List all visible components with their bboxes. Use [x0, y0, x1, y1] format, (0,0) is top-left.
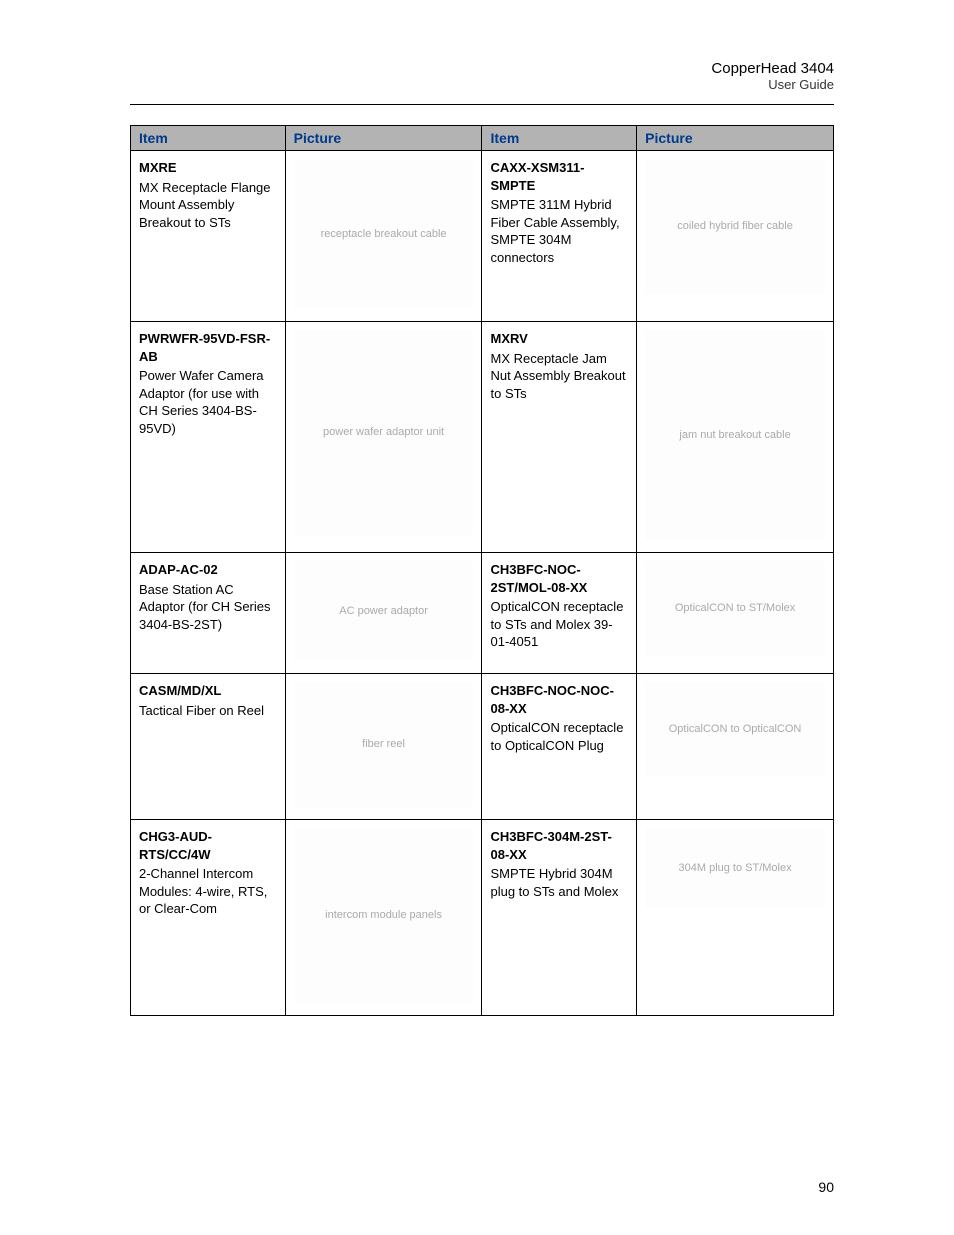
item-cell: MXRE MX Receptacle Flange Mount Assembly… [131, 151, 286, 322]
page-header: CopperHead 3404 User Guide [130, 60, 834, 92]
picture-cell: AC power adaptor [285, 553, 482, 674]
part-number: CH3BFC-NOC-2ST/MOL-08-XX [490, 561, 628, 596]
product-image: OpticalCON to OpticalCON [645, 682, 825, 777]
page-container: CopperHead 3404 User Guide Item Picture … [0, 0, 954, 1235]
product-image: 304M plug to ST/Molex [645, 828, 825, 908]
table-row: PWRWFR-95VD-FSR-AB Power Wafer Camera Ad… [131, 322, 834, 553]
product-image: power wafer adaptor unit [294, 330, 474, 535]
col-header-item-2: Item [482, 126, 637, 151]
table-row: CASM/MD/XL Tactical Fiber on Reel fiber … [131, 674, 834, 820]
picture-cell: fiber reel [285, 674, 482, 820]
product-image: coiled hybrid fiber cable [645, 159, 825, 294]
table-row: CHG3-AUD-RTS/CC/4W 2-Channel Intercom Mo… [131, 820, 834, 1016]
part-desc: Power Wafer Camera Adaptor (for use with… [139, 367, 277, 437]
item-cell: CAXX-XSM311-SMPTE SMPTE 311M Hybrid Fibe… [482, 151, 637, 322]
part-desc: OpticalCON receptacle to OpticalCON Plug [490, 719, 628, 754]
part-number: CAXX-XSM311-SMPTE [490, 159, 628, 194]
item-cell: CH3BFC-304M-2ST-08-XX SMPTE Hybrid 304M … [482, 820, 637, 1016]
part-desc: SMPTE Hybrid 304M plug to STs and Molex [490, 865, 628, 900]
part-number: CH3BFC-NOC-NOC-08-XX [490, 682, 628, 717]
picture-cell: receptacle breakout cable [285, 151, 482, 322]
picture-cell: jam nut breakout cable [637, 322, 834, 553]
picture-cell: intercom module panels [285, 820, 482, 1016]
picture-cell: 304M plug to ST/Molex [637, 820, 834, 1016]
part-number: PWRWFR-95VD-FSR-AB [139, 330, 277, 365]
part-desc: MX Receptacle Jam Nut Assembly Breakout … [490, 350, 628, 403]
product-image: AC power adaptor [294, 561, 474, 661]
product-image: fiber reel [294, 682, 474, 807]
item-cell: CHG3-AUD-RTS/CC/4W 2-Channel Intercom Mo… [131, 820, 286, 1016]
product-image: jam nut breakout cable [645, 330, 825, 540]
part-desc: Tactical Fiber on Reel [139, 702, 277, 720]
part-number: CHG3-AUD-RTS/CC/4W [139, 828, 277, 863]
item-cell: PWRWFR-95VD-FSR-AB Power Wafer Camera Ad… [131, 322, 286, 553]
product-image: receptacle breakout cable [294, 159, 474, 309]
col-header-picture-2: Picture [637, 126, 834, 151]
product-image: intercom module panels [294, 828, 474, 1003]
item-cell: CASM/MD/XL Tactical Fiber on Reel [131, 674, 286, 820]
table-row: MXRE MX Receptacle Flange Mount Assembly… [131, 151, 834, 322]
part-desc: MX Receptacle Flange Mount Assembly Brea… [139, 179, 277, 232]
part-number: CASM/MD/XL [139, 682, 277, 700]
col-header-picture-1: Picture [285, 126, 482, 151]
col-header-item-1: Item [131, 126, 286, 151]
item-cell: CH3BFC-NOC-NOC-08-XX OpticalCON receptac… [482, 674, 637, 820]
table-row: ADAP-AC-02 Base Station AC Adaptor (for … [131, 553, 834, 674]
product-image: OpticalCON to ST/Molex [645, 561, 825, 656]
item-cell: MXRV MX Receptacle Jam Nut Assembly Brea… [482, 322, 637, 553]
picture-cell: OpticalCON to ST/Molex [637, 553, 834, 674]
part-number: MXRV [490, 330, 628, 348]
part-desc: 2-Channel Intercom Modules: 4-wire, RTS,… [139, 865, 277, 918]
table-head: Item Picture Item Picture [131, 126, 834, 151]
part-number: ADAP-AC-02 [139, 561, 277, 579]
part-desc: OpticalCON receptacle to STs and Molex 3… [490, 598, 628, 651]
doc-title: CopperHead 3404 [130, 60, 834, 77]
doc-subtitle: User Guide [130, 77, 834, 92]
part-number: MXRE [139, 159, 277, 177]
picture-cell: coiled hybrid fiber cable [637, 151, 834, 322]
item-cell: ADAP-AC-02 Base Station AC Adaptor (for … [131, 553, 286, 674]
part-number: CH3BFC-304M-2ST-08-XX [490, 828, 628, 863]
part-desc: SMPTE 311M Hybrid Fiber Cable Assembly, … [490, 196, 628, 266]
item-cell: CH3BFC-NOC-2ST/MOL-08-XX OpticalCON rece… [482, 553, 637, 674]
header-rule [130, 104, 834, 105]
page-number: 90 [818, 1179, 834, 1195]
picture-cell: power wafer adaptor unit [285, 322, 482, 553]
picture-cell: OpticalCON to OpticalCON [637, 674, 834, 820]
part-desc: Base Station AC Adaptor (for CH Series 3… [139, 581, 277, 634]
parts-table: Item Picture Item Picture MXRE MX Recept… [130, 125, 834, 1016]
table-body: MXRE MX Receptacle Flange Mount Assembly… [131, 151, 834, 1016]
